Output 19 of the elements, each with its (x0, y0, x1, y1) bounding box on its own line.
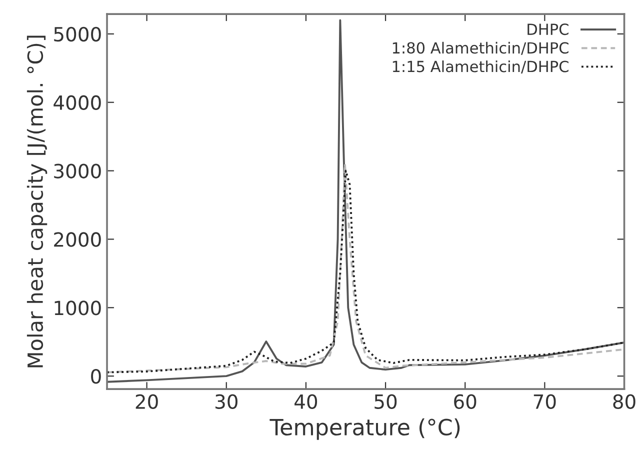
y-tick-label: 2000 (54, 232, 101, 247)
legend-label: 1:15 Alamethicin/DHPC (392, 60, 568, 74)
x-tick-label: 20 (136, 394, 158, 409)
line-series (107, 19, 624, 383)
x-tick-label: 60 (454, 394, 476, 409)
y-tick-label: 4000 (54, 95, 101, 110)
y-tick-label: 0 (91, 369, 101, 384)
legend-label: DHPC (528, 24, 568, 36)
x-tick-label: 40 (294, 394, 318, 409)
x-axis-title: Temperature (°C) (270, 418, 460, 440)
y-tick-label: 5000 (54, 26, 101, 42)
x-tick-label: 70 (534, 394, 556, 409)
legend-label: 1:80 Alamethicin/DHPC (392, 42, 568, 55)
x-tick-label: 30 (215, 394, 238, 409)
y-tick-label: 3000 (54, 164, 101, 178)
x-tick-label: 50 (374, 394, 397, 409)
y-tick-label: 1000 (54, 300, 101, 316)
x-tick-label: 80 (613, 394, 636, 409)
y-axis-title: Molar heat capacity [J/(mol. °C)] (26, 36, 48, 368)
